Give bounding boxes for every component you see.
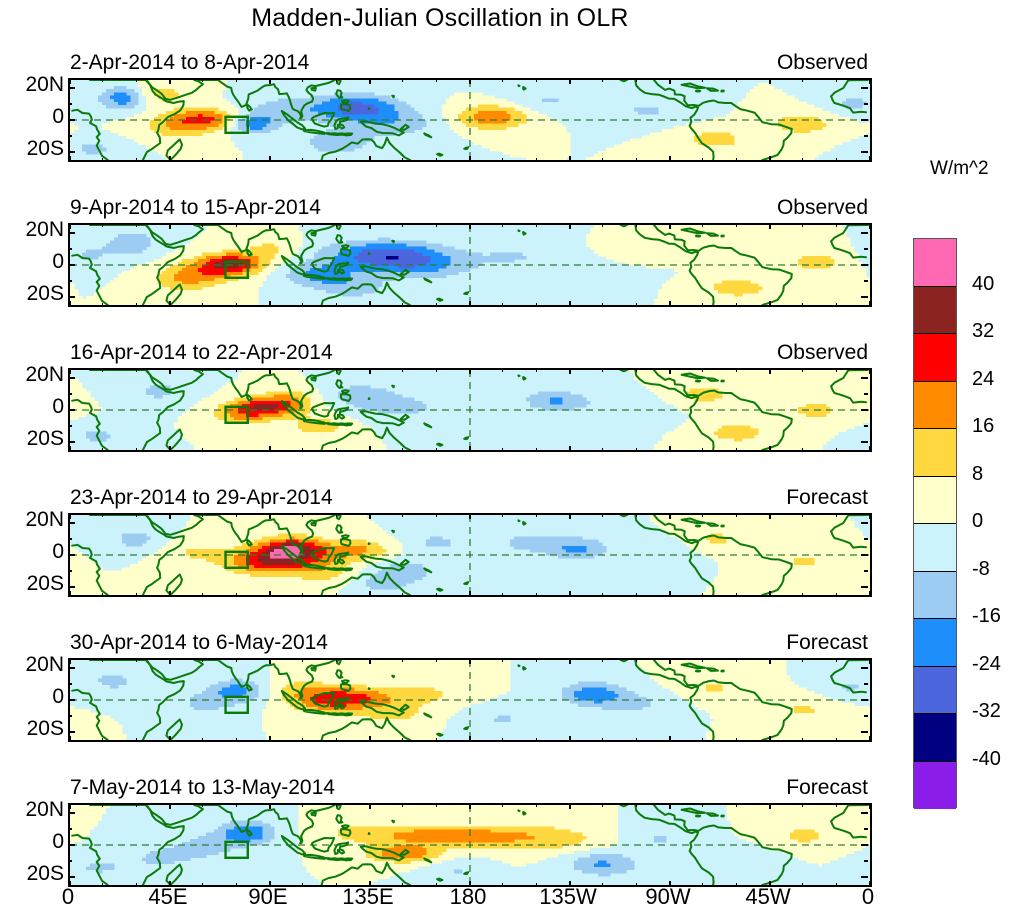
- panel-title: 23-Apr-2014 to 29-Apr-2014: [70, 486, 333, 509]
- coastlines: [71, 370, 869, 450]
- y-axis-labels: 20N 0 20S: [0, 218, 64, 305]
- map-field: [70, 225, 870, 305]
- colorbar-segment: [914, 334, 956, 382]
- colorbar-tick-label: 16: [972, 415, 995, 437]
- y-tick-label: 20S: [26, 137, 64, 160]
- colorbar-segment: [914, 286, 956, 334]
- colorbar-tick-label: -32: [972, 700, 1001, 722]
- panel-plot-area: [68, 368, 872, 452]
- region-marker-box: [224, 260, 249, 279]
- panel-title: 7-May-2014 to 13-May-2014: [70, 776, 335, 799]
- region-marker-box: [224, 405, 249, 424]
- panel-status-label: Forecast: [786, 776, 868, 799]
- colorbar-segment: [914, 524, 956, 572]
- coastlines: [71, 515, 869, 595]
- y-tick-label: 0: [52, 685, 64, 708]
- x-axis: 0 45E 90E 135E 180 135W 90W 45W 0: [62, 884, 874, 914]
- y-tick-label: 20S: [26, 862, 64, 885]
- panel-plot-area: [68, 513, 872, 597]
- colorbar-segment: [914, 476, 956, 524]
- colorbar-segment: [914, 761, 956, 809]
- colorbar-tick-label: 40: [972, 272, 995, 295]
- x-tick-label: 0: [861, 884, 875, 909]
- y-tick-label: 20N: [25, 798, 64, 821]
- x-tick-label: 90E: [248, 884, 288, 909]
- y-axis-labels: 20N 0 20S: [0, 363, 64, 450]
- panel-status-label: Forecast: [786, 486, 868, 509]
- y-tick-label: 20S: [26, 427, 64, 450]
- panel-plot-area: [68, 223, 872, 307]
- x-tick-label: 90W: [645, 884, 691, 909]
- y-tick-label: 0: [52, 395, 64, 418]
- colorbar-tick-label: 0: [972, 510, 984, 532]
- coastlines: [71, 225, 869, 305]
- panel-plot-area: [68, 803, 872, 887]
- panel-status-label: Forecast: [786, 631, 868, 654]
- map-field: [70, 370, 870, 450]
- coastlines: [71, 80, 869, 160]
- region-marker-box: [224, 115, 249, 134]
- y-tick-label: 20N: [25, 363, 64, 386]
- y-tick-label: 0: [52, 250, 64, 273]
- colorbar-segment: [914, 381, 956, 429]
- colorbar-units-label: W/m^2: [930, 158, 989, 179]
- y-tick-label: 20N: [25, 653, 64, 676]
- panel-title: 9-Apr-2014 to 15-Apr-2014: [70, 196, 321, 219]
- panel-title: 16-Apr-2014 to 22-Apr-2014: [70, 341, 333, 364]
- y-axis-labels: 20N 0 20S: [0, 73, 64, 160]
- colorbar-tick-label: -16: [972, 605, 1001, 627]
- map-field: [70, 805, 870, 885]
- y-tick-label: 20N: [25, 508, 64, 531]
- colorbar-tick-label: -24: [972, 652, 1001, 675]
- y-axis-labels: 20N 0 20S: [0, 653, 64, 740]
- x-tick-label: 135E: [342, 884, 394, 909]
- colorbar-tick-label: 24: [972, 367, 995, 390]
- map-field: [70, 660, 870, 740]
- region-marker-box: [224, 840, 249, 859]
- panel-status-label: Observed: [776, 341, 868, 364]
- panel-plot-area: [68, 658, 872, 742]
- region-marker-box: [224, 550, 249, 569]
- y-tick-label: 20N: [25, 73, 64, 96]
- colorbar-segment: [914, 666, 956, 714]
- colorbar-tick-label: -40: [972, 747, 1001, 770]
- y-tick-label: 0: [52, 540, 64, 563]
- colorbar-segment: [914, 571, 956, 619]
- colorbar-segment: [914, 429, 956, 477]
- region-marker-box: [224, 695, 249, 714]
- map-field: [70, 80, 870, 160]
- map-field: [70, 515, 870, 595]
- coastlines: [71, 805, 869, 885]
- panel-title: 30-Apr-2014 to 6-May-2014: [70, 631, 328, 654]
- y-tick-label: 20S: [26, 572, 64, 595]
- y-axis-labels: 20N 0 20S: [0, 508, 64, 595]
- colorbar-tick-label: 32: [972, 320, 995, 342]
- y-tick-label: 20S: [26, 282, 64, 305]
- colorbar: [913, 238, 957, 809]
- panel-plot-area: [68, 78, 872, 162]
- x-tick-label: 0: [61, 884, 75, 909]
- colorbar-segment: [914, 239, 956, 287]
- y-tick-label: 0: [52, 105, 64, 128]
- y-axis-labels: 20N 0 20S: [0, 798, 64, 885]
- panel-status-label: Observed: [776, 51, 868, 74]
- colorbar-tick-label: -8: [972, 557, 990, 580]
- colorbar-tick-label: 8: [972, 462, 984, 485]
- y-tick-label: 0: [52, 830, 64, 853]
- panel-status-label: Observed: [776, 196, 868, 219]
- x-tick-label: 180: [449, 884, 487, 909]
- figure-title: Madden-Julian Oscillation in OLR: [251, 4, 629, 32]
- coastlines: [71, 660, 869, 740]
- x-tick-label: 45E: [148, 884, 188, 909]
- colorbar-segment: [914, 714, 956, 762]
- colorbar-segment: [914, 619, 956, 667]
- panel-title: 2-Apr-2014 to 8-Apr-2014: [70, 51, 310, 74]
- y-tick-label: 20S: [26, 717, 64, 740]
- x-tick-label: 135W: [539, 884, 597, 909]
- y-tick-label: 20N: [25, 218, 64, 241]
- x-tick-label: 45W: [745, 884, 791, 909]
